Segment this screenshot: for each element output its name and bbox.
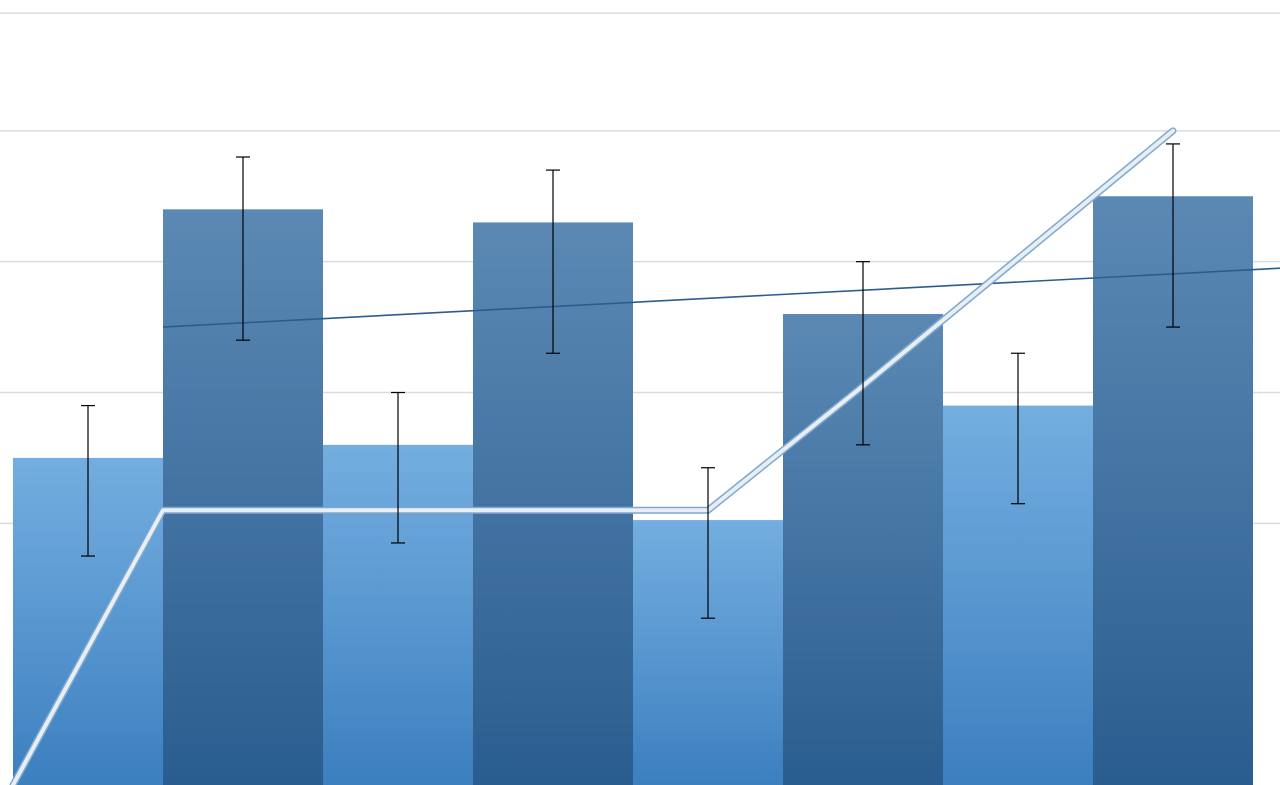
bars-layer bbox=[13, 196, 1253, 785]
chart-canvas bbox=[0, 0, 1280, 785]
combo-bar-line-chart bbox=[0, 0, 1280, 785]
